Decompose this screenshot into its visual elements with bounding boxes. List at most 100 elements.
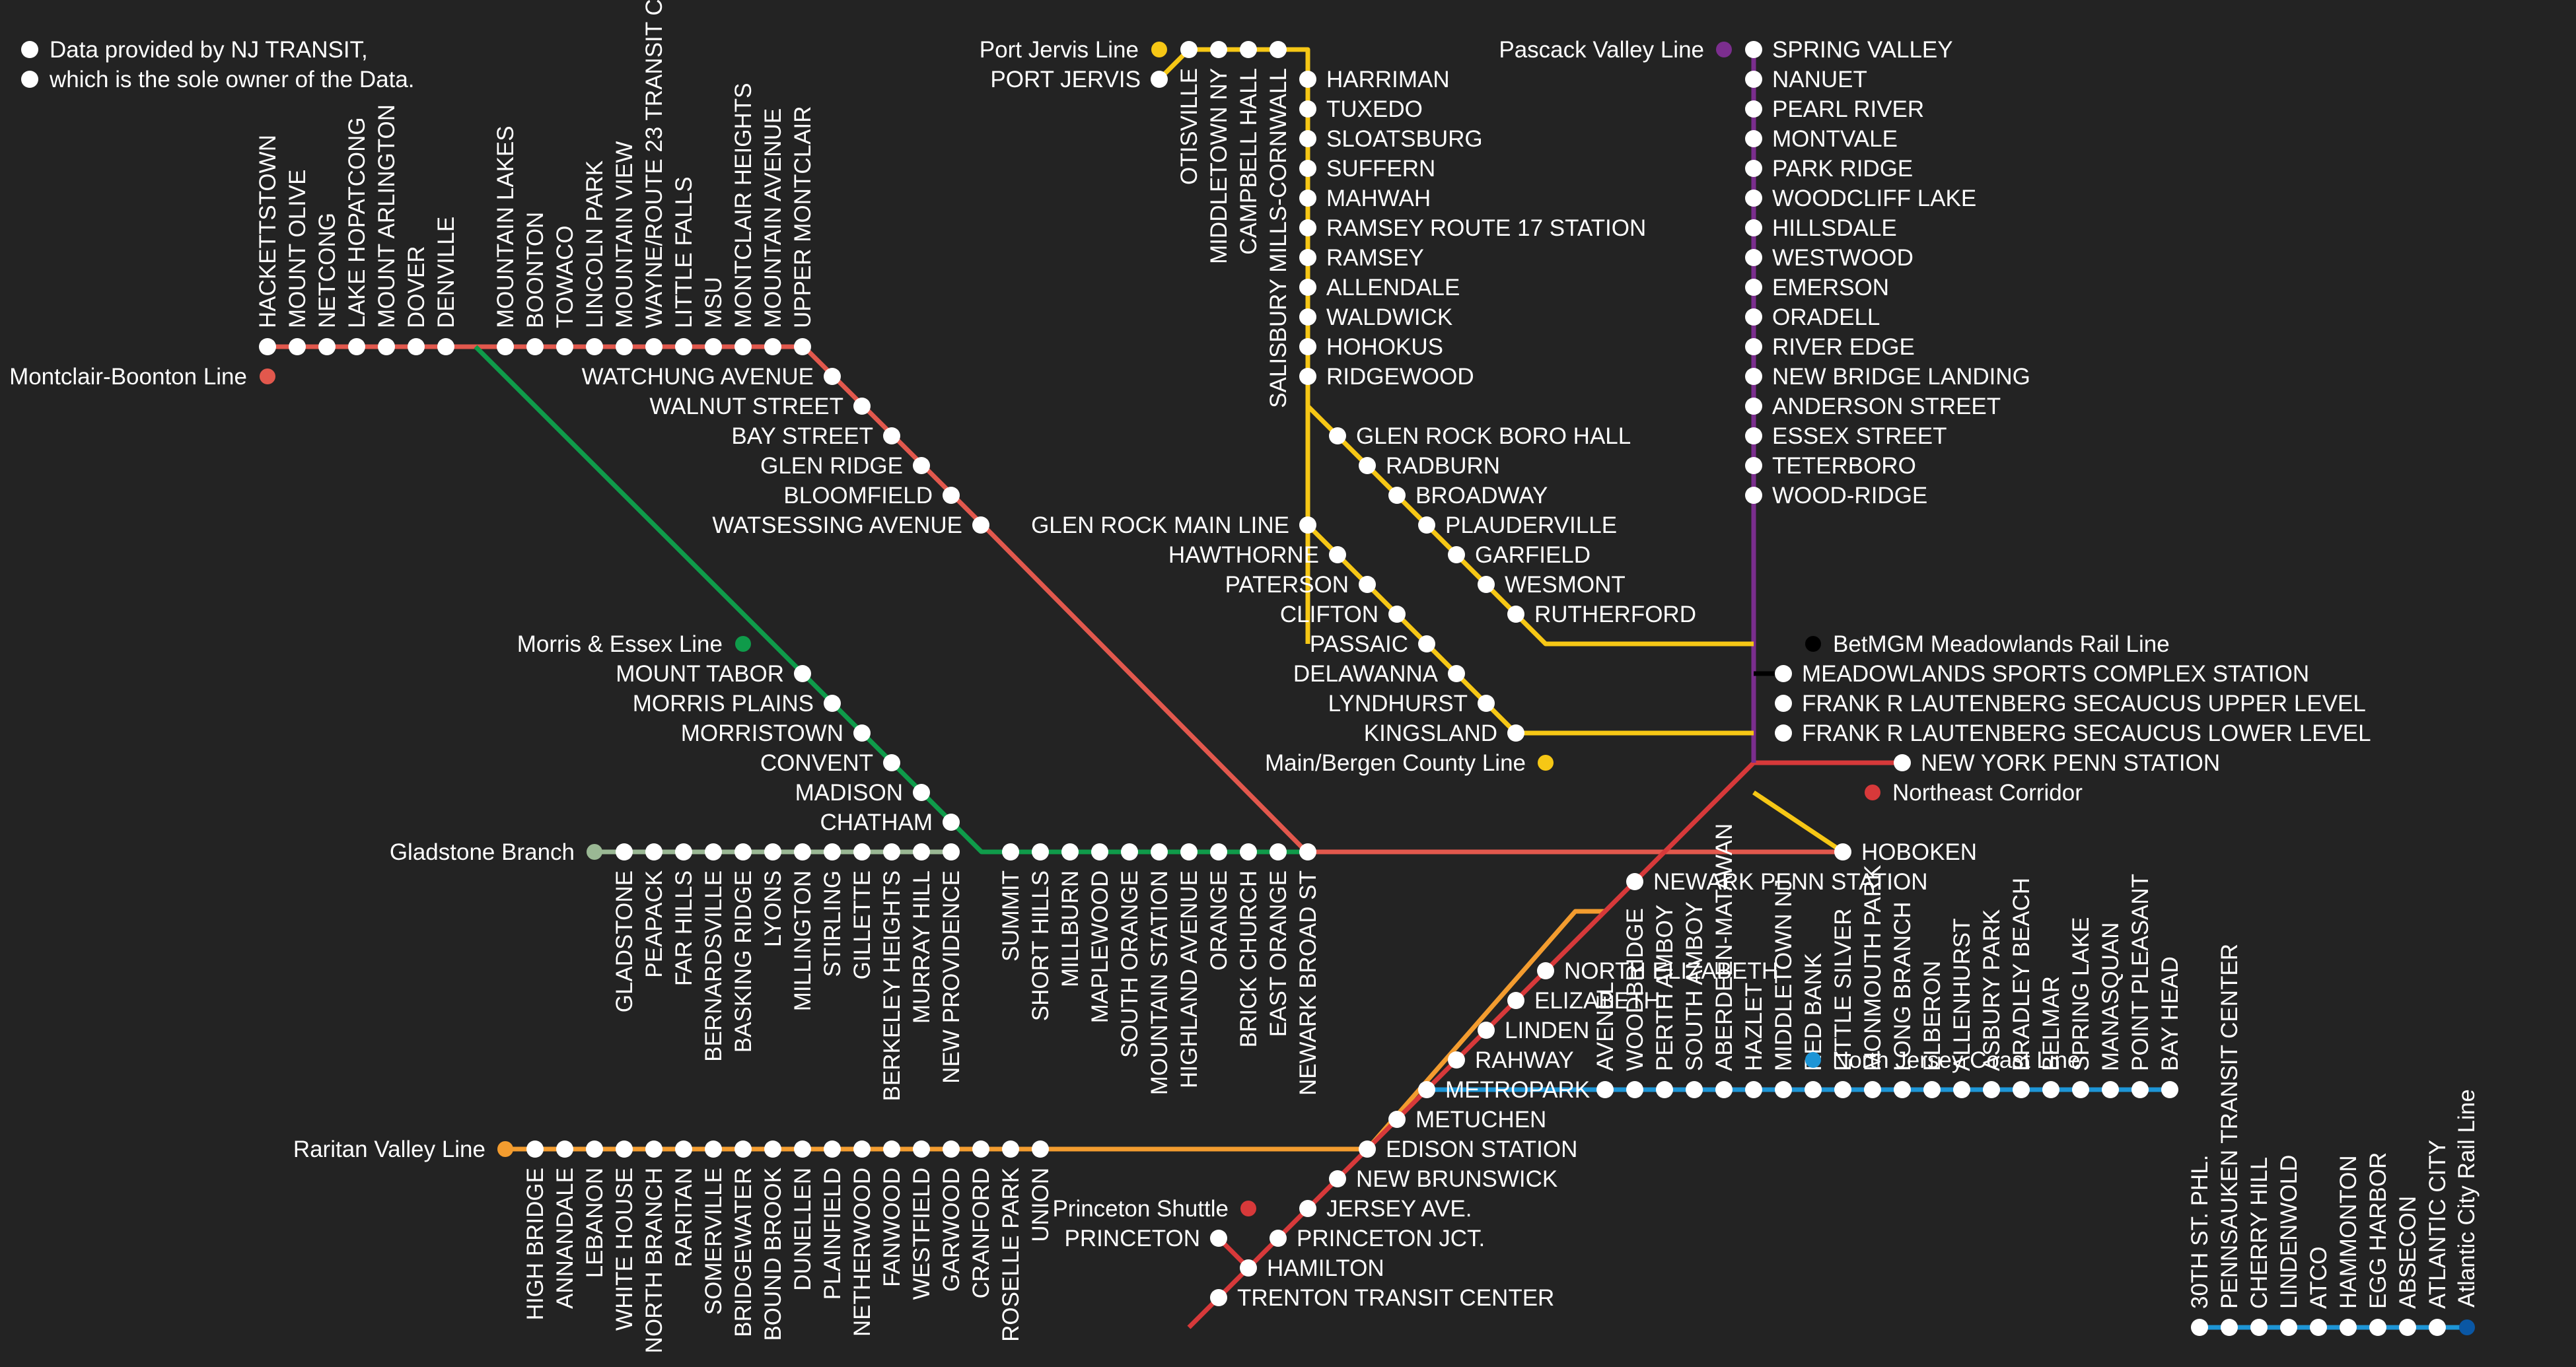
- station-dot: [1299, 249, 1316, 266]
- station-label: MOUNT ARLINGTON: [374, 104, 400, 328]
- nec-legend-label: Northeast Corridor: [1892, 780, 2083, 806]
- station-label: HIGHLAND AVENUE: [1176, 870, 1202, 1088]
- station-label: OTISVILLE: [1176, 68, 1202, 185]
- station-maplewood: MAPLEWOOD: [1087, 843, 1113, 1023]
- station-hamilton: HAMILTON: [1240, 1255, 1384, 1281]
- station-monmouth-park: MONMOUTH PARK: [1860, 865, 1886, 1098]
- station-dot: [913, 1140, 930, 1158]
- station-label: BROADWAY: [1415, 483, 1548, 508]
- station-teterboro: TETERBORO: [1745, 453, 1916, 479]
- station-label: ANDERSON STREET: [1772, 394, 2001, 419]
- station-ramsey: RAMSEY: [1299, 245, 1424, 271]
- station-dot: [824, 843, 841, 860]
- station-dot: [883, 754, 900, 771]
- station-dot: [1686, 1081, 1703, 1098]
- station-frank-r-lautenberg-secaucus-upper-level: FRANK R LAUTENBERG SECAUCUS UPPER LEVEL: [1775, 691, 2366, 717]
- station-dot: [1834, 1081, 1851, 1098]
- station-walnut-street: WALNUT STREET: [649, 394, 871, 419]
- station-label: RAMSEY: [1326, 245, 1424, 271]
- station-label: SALISBURY MILLS-CORNWALL: [1266, 68, 1291, 408]
- station-dot: [616, 338, 633, 355]
- station-label: NORTH BRANCH: [641, 1168, 667, 1353]
- station-label: NORTH ELIZABETH: [1564, 958, 1778, 984]
- station-label: WOOD-RIDGE: [1772, 483, 1927, 508]
- station-label: BAY STREET: [731, 423, 873, 449]
- station-label: CONVENT: [760, 750, 873, 776]
- station-dot: [824, 1140, 841, 1158]
- station-label: GLEN ROCK BORO HALL: [1356, 423, 1631, 449]
- station-label: EMERSON: [1772, 275, 1889, 300]
- station-label: MAHWAH: [1326, 186, 1431, 211]
- station-dot: [675, 338, 692, 355]
- station-dot: [1240, 41, 1257, 58]
- station-dot: [2102, 1081, 2119, 1098]
- station-label: HAZLET: [1741, 983, 1767, 1071]
- station-label: PRINCETON JCT.: [1297, 1226, 1485, 1251]
- station-perth-amboy: PERTH AMBOY: [1652, 905, 1678, 1098]
- station-label: FANWOOD: [879, 1168, 905, 1287]
- station-netcong: NETCONG: [314, 213, 340, 355]
- montclair-legend-dot: [260, 368, 275, 384]
- station-dot: [1745, 1081, 1762, 1098]
- station-plauderville: PLAUDERVILLE: [1418, 512, 1617, 538]
- station-label: ATCO: [2306, 1246, 2332, 1309]
- station-label: METUCHEN: [1415, 1107, 1546, 1133]
- station-label: BRADLEY BEACH: [2009, 878, 2034, 1071]
- station-dot: [853, 843, 871, 860]
- station-label: GLEN ROCK MAIN LINE: [1031, 512, 1289, 538]
- station-gillette: GILLETTE: [849, 843, 875, 979]
- station-peapack: PEAPACK: [641, 843, 667, 978]
- station-dot: [1359, 1140, 1376, 1158]
- station-label: LITTLE FALLS: [671, 176, 697, 328]
- station-dot: [1299, 279, 1316, 296]
- station-label: LEBANON: [582, 1168, 608, 1278]
- credit-bullet: [21, 71, 38, 88]
- station-dot: [1299, 338, 1316, 355]
- station-label: MOUNT TABOR: [616, 661, 784, 687]
- station-newark-penn-station: NEWARK PENN STATION: [1626, 869, 1928, 895]
- station-glen-rock-boro-hall: GLEN ROCK BORO HALL: [1329, 423, 1631, 449]
- station-lyndhurst: LYNDHURST: [1328, 691, 1495, 717]
- station-label: 30TH ST. PHL.: [2187, 1155, 2213, 1309]
- station-label: SHORT HILLS: [1028, 870, 1054, 1021]
- station-label: HAMILTON: [1267, 1255, 1384, 1281]
- station-hammonton: HAMMONTON: [2336, 1155, 2361, 1336]
- station-dot: [824, 695, 841, 712]
- station-dot: [1299, 130, 1316, 147]
- station-lake-hopatcong: LAKE HOPATCONG: [344, 117, 370, 355]
- station-dot: [1388, 487, 1406, 504]
- station-dot: [1210, 41, 1227, 58]
- station-label: NEWARK BROAD ST: [1295, 870, 1321, 1096]
- station-label: EGG HARBOR: [2365, 1152, 2391, 1309]
- station-woodcliff-lake: WOODCLIFF LAKE: [1745, 186, 1976, 211]
- station-dot: [1596, 1081, 1614, 1098]
- station-dot: [1061, 843, 1079, 860]
- station-label: UPPER MONTCLAIR: [790, 106, 816, 328]
- station-spring-lake: SPRING LAKE: [2068, 917, 2094, 1098]
- station-dot: [883, 1140, 900, 1158]
- station-orange: ORANGE: [1206, 843, 1232, 971]
- station-otisville: OTISVILLE: [1176, 41, 1202, 185]
- station-dot: [794, 843, 811, 860]
- station-dot: [1299, 1200, 1316, 1217]
- station-label: CHATHAM: [820, 810, 933, 835]
- station-new-providence: NEW PROVIDENCE: [939, 843, 964, 1084]
- station-label: MONMOUTH PARK: [1860, 865, 1886, 1071]
- station-dot: [1388, 1111, 1406, 1128]
- station-far-hills: FAR HILLS: [671, 843, 697, 986]
- station-dot: [1329, 546, 1346, 563]
- station-label: MAPLEWOOD: [1087, 870, 1113, 1023]
- station-new-york-penn-station: NEW YORK PENN STATION: [1894, 750, 2220, 776]
- station-label: EDISON STATION: [1386, 1137, 1577, 1162]
- station-cranford: CRANFORD: [968, 1140, 994, 1298]
- station-garfield: GARFIELD: [1448, 542, 1591, 568]
- station-dot: [408, 338, 425, 355]
- station-point-pleasant: POINT PLEASANT: [2128, 874, 2153, 1098]
- station-label: HAWTHORNE: [1168, 542, 1319, 568]
- station-dot: [1478, 695, 1495, 712]
- station-dot: [794, 1140, 811, 1158]
- station-dot: [972, 516, 989, 534]
- station-label: RAHWAY: [1475, 1047, 1574, 1073]
- station-dot: [289, 338, 306, 355]
